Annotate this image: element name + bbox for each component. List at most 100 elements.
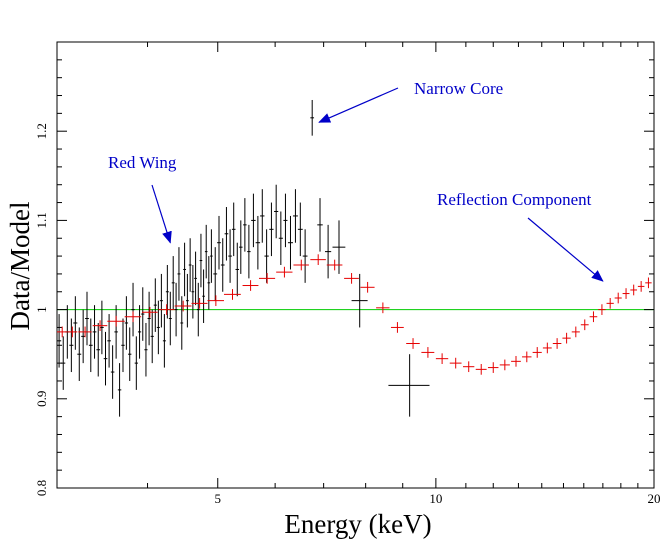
data-point	[128, 327, 132, 381]
data-point	[73, 296, 78, 350]
y-tick-label: 1.2	[34, 123, 49, 139]
data-point	[199, 233, 203, 288]
data-point	[202, 269, 205, 323]
x-axis-title: Energy (keV)	[284, 509, 431, 539]
data-point	[255, 215, 261, 270]
data-point	[243, 198, 247, 252]
data-point	[269, 202, 274, 257]
data-point	[110, 345, 115, 399]
data-point	[462, 361, 475, 373]
data-point	[57, 314, 62, 368]
data-point	[223, 289, 241, 300]
data-point	[302, 229, 308, 283]
data-point	[390, 322, 404, 333]
data-point	[292, 189, 298, 243]
data-point	[522, 351, 532, 363]
data-point	[174, 282, 178, 337]
data-point	[92, 320, 108, 332]
data-point	[85, 291, 89, 346]
data-point	[69, 318, 74, 373]
data-point	[196, 282, 200, 337]
data-point	[121, 318, 125, 373]
y-tick-label: 1	[34, 306, 49, 313]
data-point	[231, 202, 236, 257]
data-point	[153, 278, 157, 332]
data-point	[242, 280, 259, 291]
data-point	[107, 314, 111, 368]
data-point	[297, 202, 303, 257]
data-point	[235, 242, 240, 297]
data-point	[150, 309, 154, 364]
data-point	[258, 273, 276, 284]
data-point	[159, 273, 163, 328]
data-point	[107, 315, 125, 327]
data-point	[88, 318, 93, 373]
plot-frame	[56, 41, 655, 489]
data-point	[217, 215, 221, 270]
data-point	[158, 304, 175, 315]
data-point	[606, 298, 614, 309]
data-point	[204, 224, 208, 279]
data-point	[100, 300, 104, 355]
data-point	[542, 342, 552, 354]
data-point	[247, 224, 251, 279]
data-point	[57, 326, 68, 338]
data-point	[174, 300, 192, 312]
data-point	[376, 302, 390, 314]
data-point	[274, 184, 279, 239]
data-point	[185, 273, 189, 328]
data-point	[162, 314, 166, 368]
data-point	[264, 229, 269, 283]
data-point	[210, 229, 213, 283]
annotation-label: Narrow Core	[414, 79, 503, 98]
annotations: Narrow Core Red Wing Reflection Component	[108, 79, 604, 282]
data-point	[622, 288, 630, 299]
data-point	[293, 259, 309, 271]
data-point	[224, 207, 229, 261]
data-point	[630, 284, 638, 296]
data-point	[589, 311, 598, 323]
data-point	[310, 254, 326, 265]
data-point	[310, 99, 315, 136]
data-point	[511, 355, 521, 367]
data-point	[191, 298, 208, 309]
annotation-arrow	[318, 87, 399, 123]
data-point	[532, 347, 542, 358]
data-point	[188, 238, 192, 292]
data-point	[114, 305, 118, 359]
data-point	[191, 265, 195, 319]
data-point	[487, 362, 499, 373]
data-point	[168, 291, 172, 346]
data-point	[614, 292, 622, 304]
series-0	[57, 99, 430, 417]
series-1	[57, 254, 652, 375]
data-point	[637, 281, 645, 292]
data-point	[571, 326, 580, 338]
data-point	[141, 306, 158, 318]
data-point	[77, 327, 82, 381]
data-point	[552, 338, 562, 349]
data-point	[645, 277, 652, 289]
annotation-label: Reflection Component	[437, 190, 592, 209]
data-point	[317, 198, 323, 252]
data-point	[137, 305, 142, 359]
data-point	[344, 273, 359, 284]
data-point	[598, 304, 606, 315]
data-point	[141, 287, 145, 341]
data-point	[147, 291, 151, 346]
data-point	[156, 300, 160, 355]
data-point	[134, 336, 138, 390]
data-point	[228, 229, 232, 283]
data-point	[78, 326, 92, 338]
data-point	[220, 238, 225, 292]
x-tick-label: 5	[215, 491, 222, 506]
data-point	[287, 215, 293, 270]
data-point	[207, 295, 224, 307]
data-point	[96, 322, 101, 377]
data-point	[103, 331, 108, 386]
data-point	[406, 338, 420, 349]
data-point	[124, 311, 142, 323]
data-point	[61, 336, 66, 390]
data-point	[276, 266, 293, 278]
y-tick-label: 0.9	[34, 391, 49, 407]
